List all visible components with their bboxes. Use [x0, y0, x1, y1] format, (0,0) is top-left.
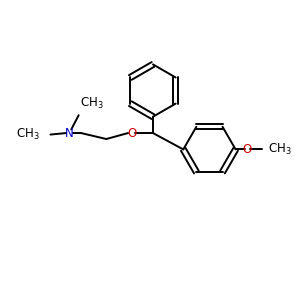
Text: CH$_3$: CH$_3$ [268, 142, 291, 157]
Text: O: O [127, 127, 136, 140]
Text: CH$_3$: CH$_3$ [80, 96, 104, 111]
Text: CH$_3$: CH$_3$ [16, 127, 40, 142]
Text: O: O [242, 143, 251, 156]
Text: N: N [65, 127, 74, 140]
